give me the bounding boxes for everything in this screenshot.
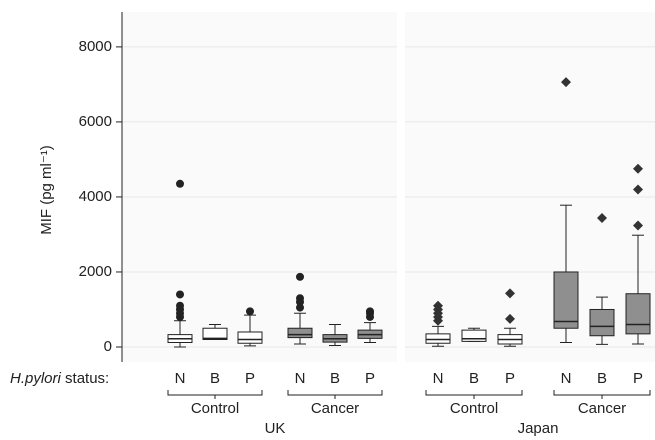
panel-label: Japan (518, 420, 559, 437)
outlier (561, 77, 571, 88)
group-bracket (167, 390, 263, 399)
x-tick-label: P (505, 370, 515, 387)
x-tick-label: B (469, 370, 479, 387)
x-tick-label: N (175, 370, 186, 387)
group-bracket (425, 390, 523, 399)
outlier (296, 303, 304, 312)
panel-background (405, 12, 655, 362)
outlier (633, 184, 643, 195)
y-tick-label: 6000 (79, 113, 112, 130)
group-bracket (553, 390, 651, 399)
y-tick-label: 2000 (79, 263, 112, 280)
outlier (296, 272, 304, 281)
group-label: Cancer (578, 400, 626, 417)
box (461, 329, 487, 342)
x-tick-label: B (597, 370, 607, 387)
outlier (433, 300, 443, 311)
outlier (246, 307, 254, 316)
outlier (597, 212, 607, 223)
group-label: Cancer (311, 400, 359, 417)
x-axis-label: H.pylori status: (10, 370, 109, 387)
x-label: status: (65, 370, 109, 387)
x-tick-label: N (561, 370, 572, 387)
box (625, 293, 651, 335)
box (237, 331, 263, 344)
panel-label: UK (265, 420, 286, 437)
box (202, 327, 228, 340)
x-tick-label: P (245, 370, 255, 387)
x-tick-label: B (210, 370, 220, 387)
y-tick-label: 8000 (79, 38, 112, 55)
outlier (176, 179, 184, 188)
outlier (176, 290, 184, 299)
outlier (633, 220, 643, 231)
outlier (633, 163, 643, 174)
box (287, 327, 313, 339)
group-label: Control (450, 400, 498, 417)
y-axis-label: MIF (pg ml⁻¹) (38, 145, 55, 235)
x-tick-label: P (365, 370, 375, 387)
box (425, 333, 451, 344)
x-tick-label: N (295, 370, 306, 387)
box (589, 308, 615, 337)
x-tick-label: B (330, 370, 340, 387)
outlier (176, 301, 184, 310)
box (553, 271, 579, 329)
x-label-prefix: H.pylori (10, 370, 62, 387)
group-bracket (287, 390, 383, 399)
y-tick-label: 0 (104, 338, 112, 355)
outlier (505, 288, 515, 299)
outlier (366, 307, 374, 316)
x-tick-label: P (633, 370, 643, 387)
outlier (505, 313, 515, 324)
outlier (296, 294, 304, 303)
y-tick-label: 4000 (79, 188, 112, 205)
group-label: Control (191, 400, 239, 417)
x-tick-label: N (433, 370, 444, 387)
panel-background (122, 12, 397, 362)
